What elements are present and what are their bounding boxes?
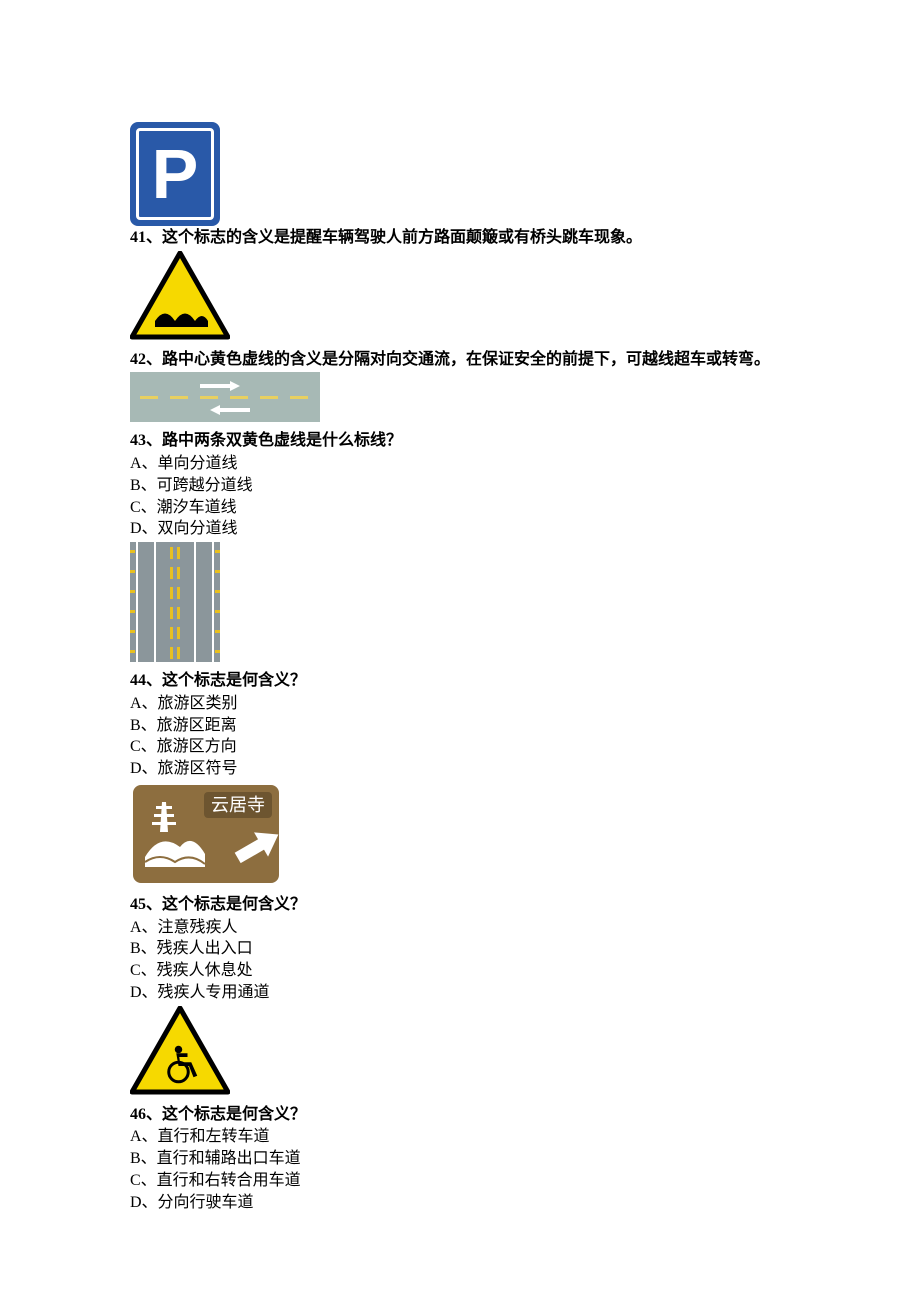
- question-45-option-a: A、注意残疾人: [130, 918, 920, 939]
- warning-disabled-icon: [130, 1006, 230, 1096]
- question-46-option-c: C、直行和右转合用车道: [130, 1171, 920, 1192]
- question-43-option-a: A、单向分道线: [130, 454, 920, 475]
- question-43-option-b: B、可跨越分道线: [130, 476, 920, 497]
- tourist-sign-text: 云居寺: [211, 795, 265, 815]
- question-44-text: 44、这个标志是何含义？: [130, 671, 920, 692]
- parking-sign-inner: P: [136, 128, 214, 220]
- question-44-option-d: D、旅游区符号: [130, 759, 920, 780]
- question-41-text: 41、这个标志的含义是提醒车辆驾驶人前方路面颠簸或有桥头跳车现象。: [130, 228, 920, 249]
- question-43-text: 43、路中两条双黄色虚线是什么标线？: [130, 431, 920, 452]
- question-45-sign: [130, 1006, 920, 1103]
- parking-sign: P: [130, 122, 220, 226]
- question-46-text: 46、这个标志是何含义？: [130, 1105, 920, 1126]
- question-41-sign: [130, 251, 920, 348]
- question-44-option-c: C、旅游区方向: [130, 737, 920, 758]
- question-43-sign: [130, 542, 920, 669]
- question-44-option-a: A、旅游区类别: [130, 694, 920, 715]
- road-double-yellow-dashed-icon: [130, 542, 220, 662]
- question-42-text: 42、路中心黄色虚线的含义是分隔对向交通流，在保证安全的前提下，可越线超车或转弯…: [130, 350, 920, 371]
- question-46-option-a: A、直行和左转车道: [130, 1127, 920, 1148]
- question-43-option-d: D、双向分道线: [130, 519, 920, 540]
- question-43-option-c: C、潮汐车道线: [130, 498, 920, 519]
- parking-letter: P: [152, 129, 199, 220]
- road-center-yellow-dashed-icon: [130, 372, 320, 422]
- warning-bumpy-icon: [130, 251, 230, 341]
- question-42-sign: [130, 372, 920, 429]
- question-45-option-c: C、残疾人休息处: [130, 961, 920, 982]
- question-45-option-b: B、残疾人出入口: [130, 939, 920, 960]
- tourist-direction-icon: 云居寺: [130, 782, 282, 886]
- question-46-option-b: B、直行和辅路出口车道: [130, 1149, 920, 1170]
- question-45-text: 45、这个标志是何含义？: [130, 895, 920, 916]
- question-44-sign: 云居寺: [130, 782, 920, 893]
- question-44-option-b: B、旅游区距离: [130, 716, 920, 737]
- parking-sign-image: P: [130, 122, 920, 226]
- question-45-option-d: D、残疾人专用通道: [130, 983, 920, 1004]
- question-46-option-d: D、分向行驶车道: [130, 1193, 920, 1214]
